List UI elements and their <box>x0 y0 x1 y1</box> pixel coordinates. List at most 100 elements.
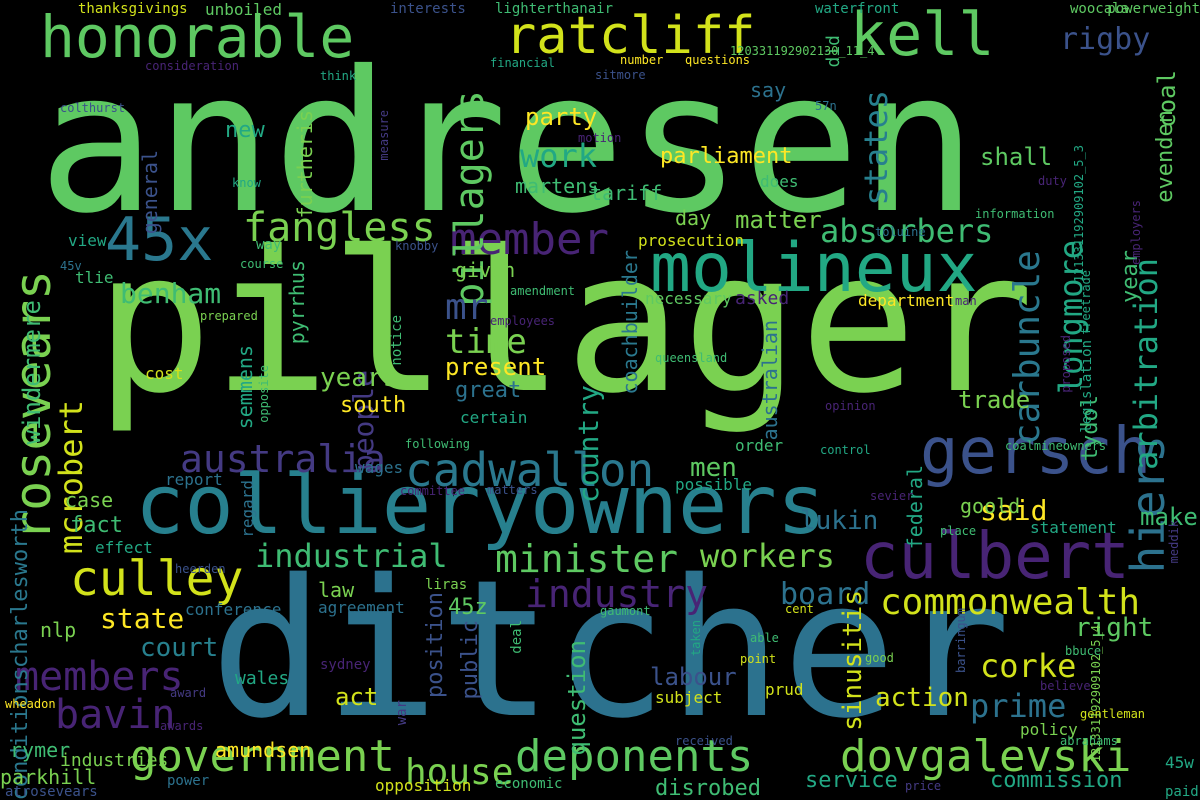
word-37: benham <box>120 277 222 310</box>
word-76: parkhill <box>0 765 97 789</box>
word-1: andresen <box>38 29 978 256</box>
word-26: members <box>15 654 184 700</box>
word-61: federal <box>903 465 927 550</box>
word-156: knobby <box>395 239 439 253</box>
word-190: believe <box>1040 679 1091 693</box>
word-148: motion <box>578 131 622 145</box>
word-131: way <box>256 237 282 253</box>
word-57: labour <box>650 663 737 691</box>
word-128: nlp <box>40 618 77 642</box>
word-41: mr <box>445 287 489 328</box>
word-36: rigby <box>1060 22 1151 57</box>
word-182: able <box>750 631 779 645</box>
word-91: say <box>750 78 787 102</box>
word-105: conference <box>185 600 282 619</box>
word-152: duty <box>1038 174 1067 188</box>
word-146: colthurst <box>60 101 126 115</box>
word-170: control <box>820 443 871 457</box>
word-65: amundsen <box>215 738 312 762</box>
word-99: department <box>858 291 955 310</box>
word-67: commission <box>990 768 1123 793</box>
word-103: wales <box>235 668 290 689</box>
word-149: 57n <box>815 99 837 113</box>
word-163: opposite <box>257 365 271 423</box>
word-21: australia <box>180 437 386 481</box>
word-22: minister <box>495 537 679 581</box>
word-136: waterfront <box>815 1 900 17</box>
word-189: meddik <box>1167 520 1181 564</box>
word-111: cost <box>145 364 184 383</box>
word-143: sitmore <box>595 68 646 82</box>
word-153: toluine <box>875 225 926 239</box>
word-70: law <box>318 578 355 602</box>
word-104: agreement <box>318 598 405 617</box>
word-92: pyrrhus <box>285 260 309 345</box>
word-54: men <box>690 453 737 483</box>
word-86: given <box>455 258 516 282</box>
word-107: effect <box>95 538 153 557</box>
word-77: industries <box>60 750 169 771</box>
word-52: lukin <box>800 506 879 536</box>
word-133: thanksgivings <box>78 1 188 17</box>
word-113: prosecution <box>638 231 744 250</box>
word-183: taken <box>689 620 703 657</box>
word-35: states <box>857 90 895 206</box>
word-42: time <box>445 322 527 362</box>
word-8: molineux <box>650 229 978 308</box>
word-121: statement <box>1030 518 1117 537</box>
word-196: awards <box>160 719 204 733</box>
word-83: martens <box>515 174 600 198</box>
word-168: man <box>955 294 977 308</box>
word-85: great <box>455 378 522 403</box>
word-25: industry <box>525 572 709 616</box>
word-186: good <box>865 651 894 665</box>
word-7: kell <box>850 0 995 70</box>
word-165: freetrade <box>1079 270 1093 336</box>
word-159: amendment <box>510 284 576 298</box>
word-9: 45x <box>105 205 214 275</box>
word-39: windermere <box>18 300 46 445</box>
word-110: possible <box>675 475 753 494</box>
word-97: australian <box>758 320 782 441</box>
word-62: trade <box>958 386 1031 414</box>
word-47: present <box>445 353 547 381</box>
word-48: state <box>100 602 185 635</box>
word-115: does <box>760 172 799 191</box>
word-171: coalmineowners <box>1005 439 1107 453</box>
word-172: following <box>405 437 471 451</box>
word-160: employees <box>490 314 556 328</box>
word-179: deal <box>509 620 525 654</box>
word-89: case <box>65 488 114 512</box>
word-187: bbuce <box>1065 644 1102 658</box>
word-192: abrahams <box>1060 734 1118 748</box>
word-49: corke <box>980 647 1077 685</box>
word-147: measure <box>377 110 391 161</box>
word-19: fangless <box>243 205 436 251</box>
word-24: workers <box>700 537 835 575</box>
word-114: necessary <box>645 289 732 308</box>
word-158: 45v <box>60 259 82 273</box>
word-135: lighterthanair <box>495 1 614 17</box>
word-50: prime <box>970 687 1067 725</box>
word-120: policy <box>1020 720 1078 739</box>
word-161: prepared <box>200 309 258 323</box>
word-5: honorable <box>40 3 355 71</box>
word-90: new <box>225 118 265 143</box>
word-79: day <box>675 206 712 230</box>
word-124: opposition <box>375 776 472 795</box>
word-34: absorbers <box>820 212 994 250</box>
word-129: view <box>68 231 107 250</box>
word-178: liras <box>425 577 468 593</box>
word-71: 45z <box>448 595 488 620</box>
word-73: question <box>563 640 591 756</box>
word-198: received <box>675 734 733 748</box>
word-167: proposed <box>1059 335 1073 393</box>
word-66: service <box>805 768 898 793</box>
word-154: information <box>975 207 1055 221</box>
word-197: wheadon <box>5 697 56 711</box>
word-101: evenden <box>1153 110 1178 203</box>
word-51: board <box>780 577 871 612</box>
word-59: make <box>1140 503 1198 531</box>
word-84: south <box>340 393 407 418</box>
word-157: course <box>240 257 284 271</box>
